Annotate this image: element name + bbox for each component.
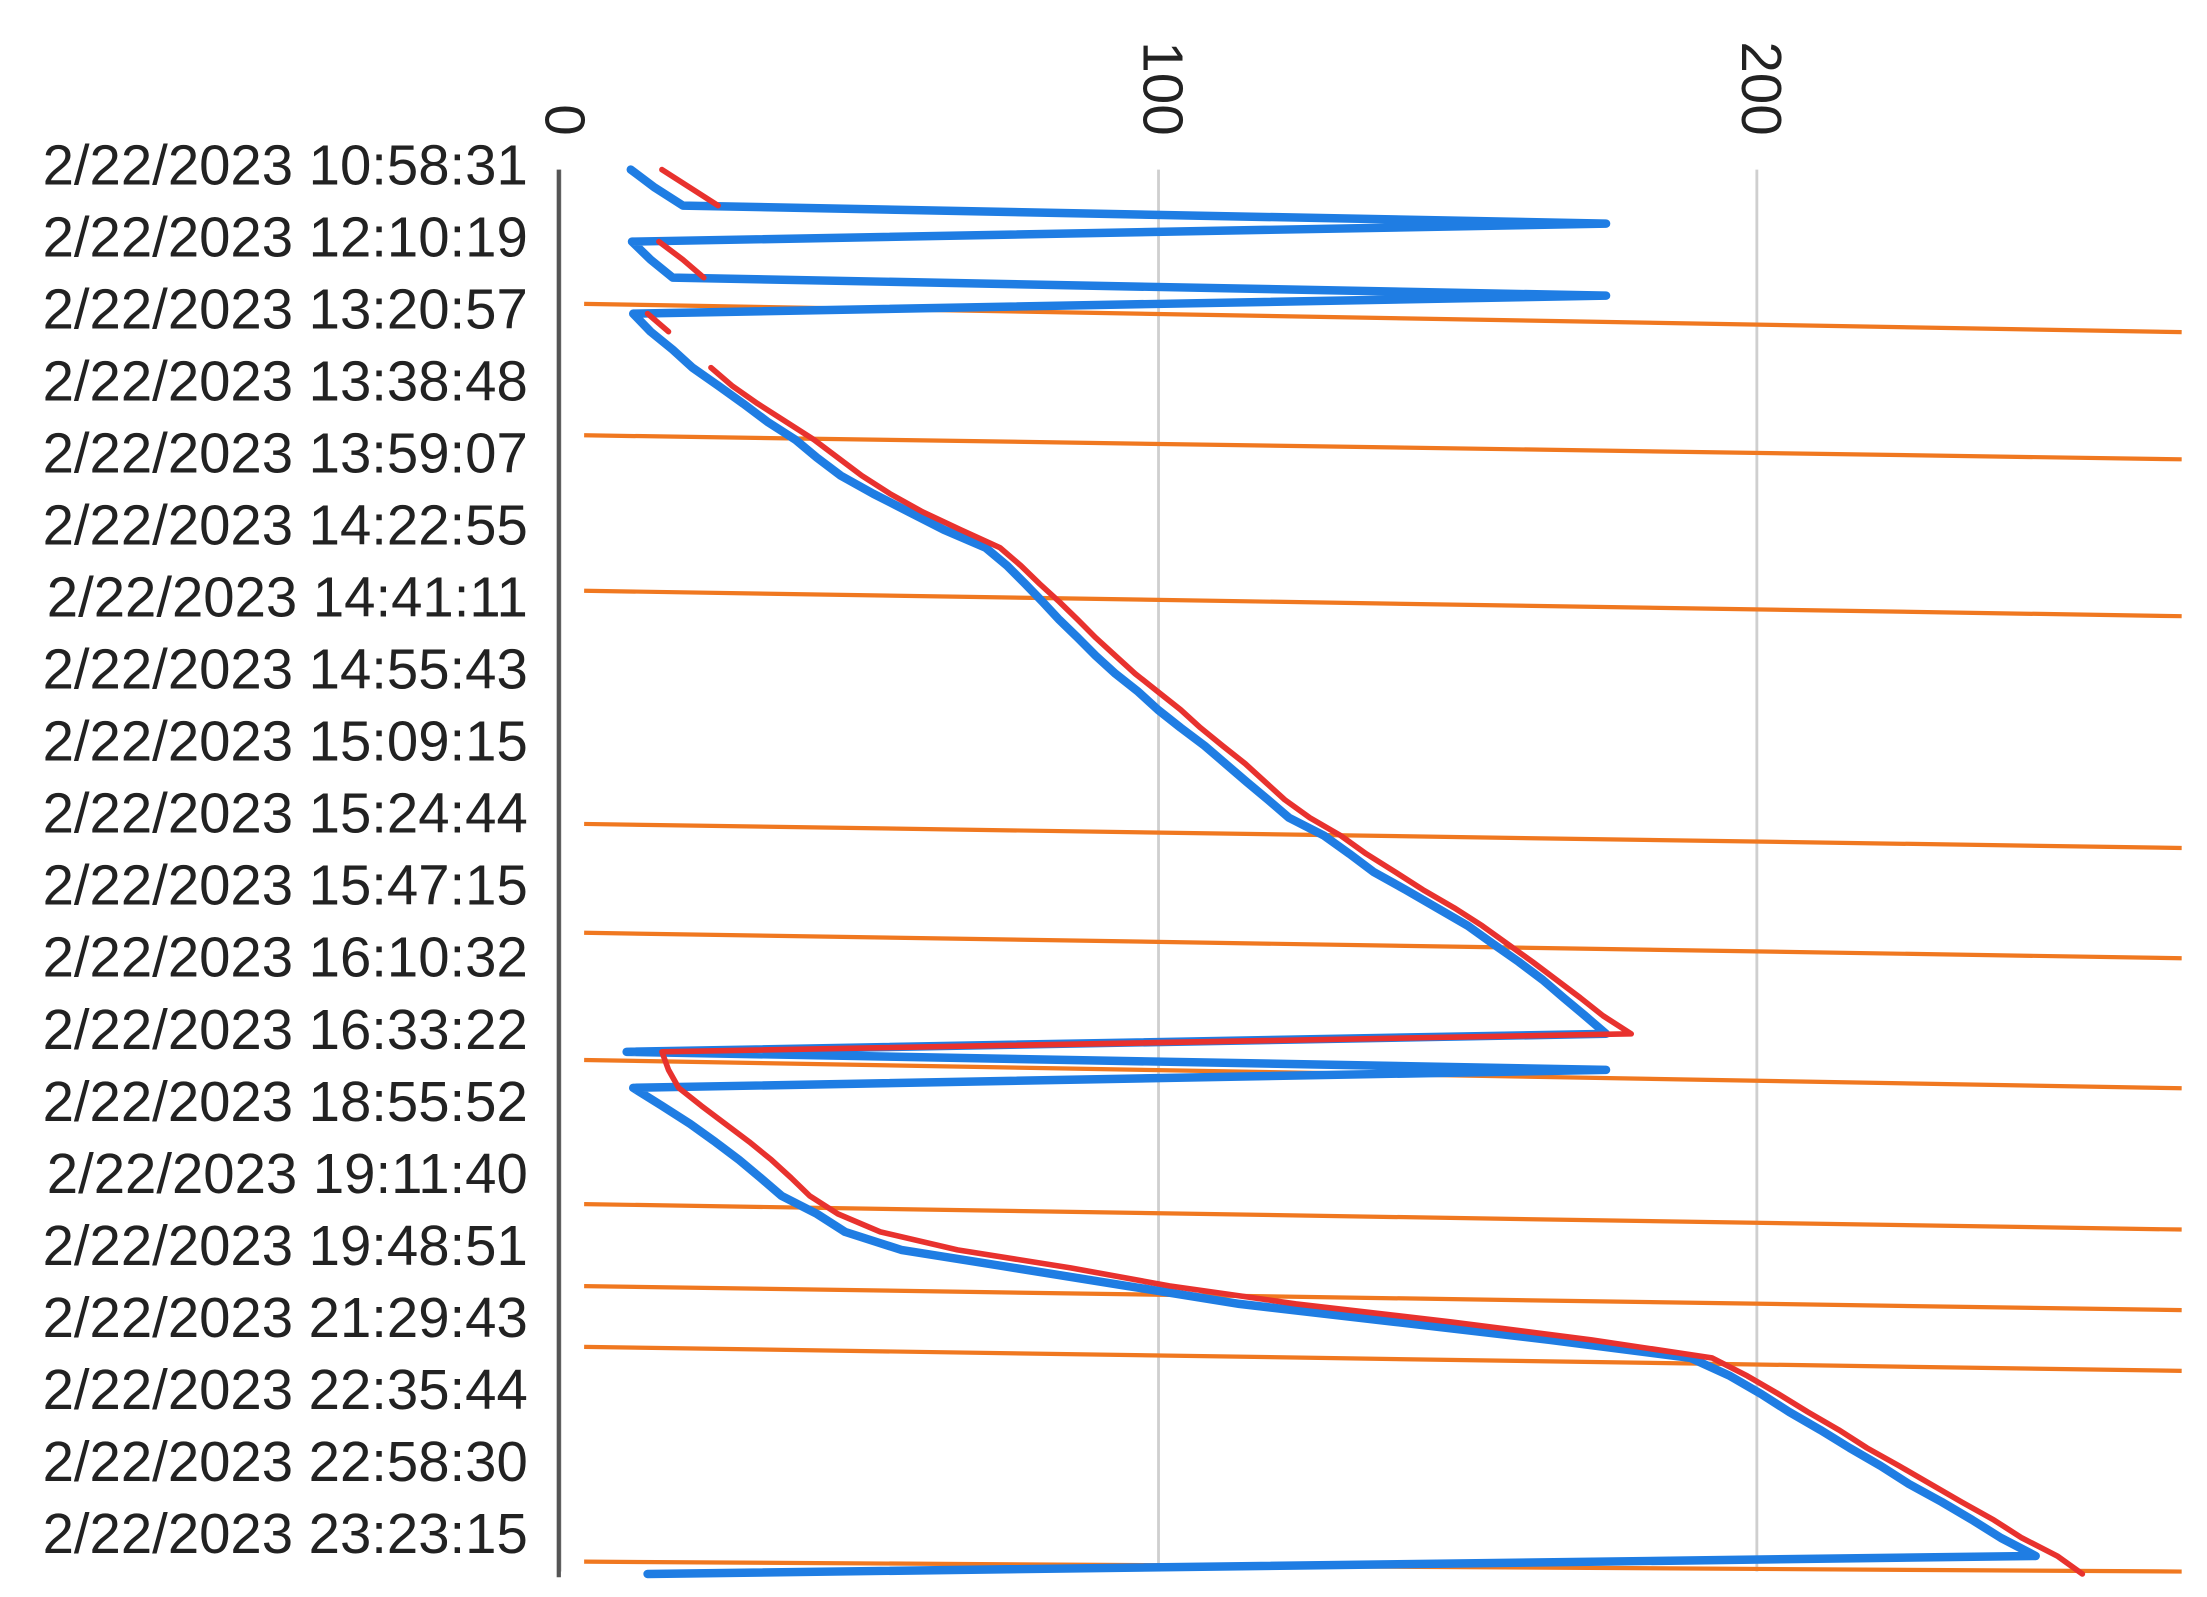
y-tick-label: 2/22/2023 13:20:57 [43,277,528,340]
event-line [584,588,2182,619]
y-tick-label: 2/22/2023 19:48:51 [43,1214,528,1277]
y-tick-label: 2/22/2023 16:10:32 [43,926,528,989]
x-tick-label: 0 [533,104,596,135]
y-tick-label: 2/22/2023 21:29:43 [43,1286,528,1349]
y-tick-label: 2/22/2023 22:58:30 [43,1430,528,1493]
series-line [656,238,707,281]
event-line [584,433,2182,462]
labels: 0 100 200 2/22/2023 10:58:31 2/22/2023 12:10… [43,41,1793,1565]
event-line [584,930,2182,961]
y-tick-label: 2/22/2023 10:58:31 [43,133,528,196]
y-tick-label: 2/22/2023 18:55:52 [43,1070,528,1133]
x-tick-label: 200 [1730,41,1793,135]
y-tick-label: 2/22/2023 22:35:44 [43,1358,528,1421]
y-tick-label: 2/22/2023 12:10:19 [43,205,528,268]
y-tick-label: 2/22/2023 14:22:55 [43,494,528,557]
y-tick-label: 2/22/2023 13:38:48 [43,349,528,412]
event-lines [584,301,2182,1574]
series-line [659,166,721,209]
y-tick-label: 2/22/2023 23:23:15 [43,1502,528,1565]
event-line [584,1201,2182,1232]
event-line [584,1344,2182,1373]
series-line [622,165,2040,1579]
y-tick-label: 2/22/2023 16:33:22 [43,998,528,1061]
y-tick-label: 2/22/2023 15:47:15 [43,854,528,917]
y-tick-label: 2/22/2023 15:09:15 [43,710,528,773]
y-tick-label: 2/22/2023 19:11:40 [47,1142,528,1205]
series-line [659,364,2086,1577]
y-tick-label: 2/22/2023 15:24:44 [43,782,528,845]
event-line [584,821,2182,851]
series-lines [622,165,2086,1579]
event-line [584,1283,2182,1313]
y-tick-label: 2/22/2023 14:41:11 [47,566,528,629]
series-line [644,310,672,335]
x-tick-label: 100 [1132,41,1195,135]
y-tick-label: 2/22/2023 13:59:07 [43,422,528,485]
y-tick-label: 2/22/2023 14:55:43 [43,638,528,701]
